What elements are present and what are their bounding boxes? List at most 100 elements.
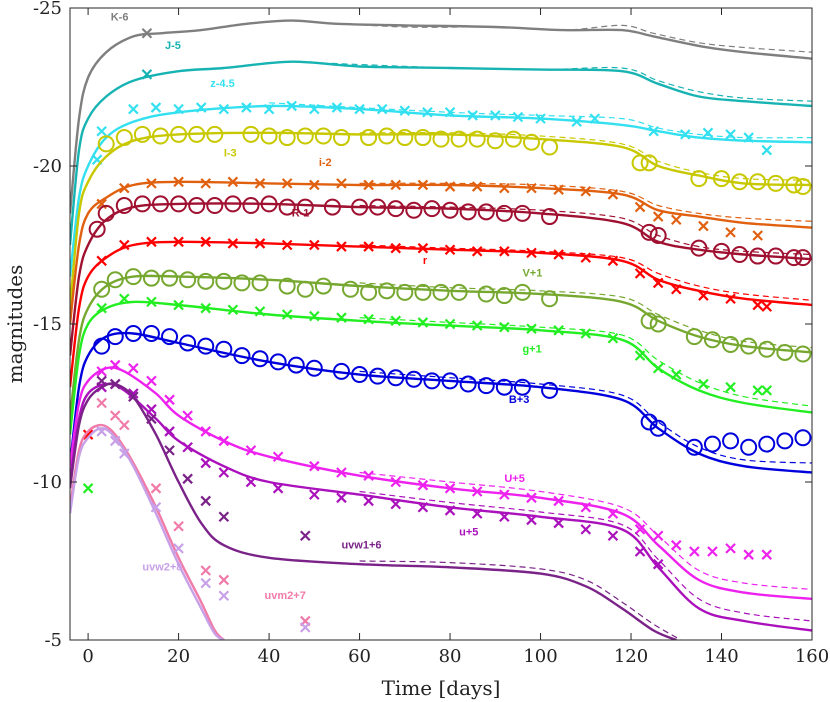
data-point <box>495 378 513 396</box>
series-r-1 <box>70 195 812 356</box>
data-point <box>731 173 749 191</box>
data-point <box>146 375 157 387</box>
data-point <box>173 103 184 115</box>
data-point <box>580 524 592 535</box>
data-point <box>698 220 709 232</box>
data-point <box>323 198 341 216</box>
data-point <box>490 110 501 121</box>
data-point <box>146 413 157 425</box>
data-point <box>390 242 402 254</box>
data-point <box>88 220 106 238</box>
data-point <box>707 546 718 557</box>
data-point <box>96 255 107 267</box>
data-point <box>607 332 619 344</box>
model-dashed-line <box>291 20 812 53</box>
data-point <box>522 133 540 151</box>
data-point <box>495 287 513 305</box>
data-point <box>432 283 450 301</box>
data-point <box>703 435 721 453</box>
data-point <box>133 195 151 213</box>
data-point <box>571 116 583 128</box>
model-line <box>70 382 677 640</box>
data-point <box>513 204 531 222</box>
data-point <box>441 372 459 390</box>
data-point <box>119 239 130 251</box>
data-point <box>218 590 230 602</box>
data-point <box>96 397 107 409</box>
data-point <box>309 103 320 115</box>
data-point <box>417 179 429 191</box>
data-point <box>351 198 369 216</box>
data-point <box>146 296 157 308</box>
data-point <box>141 28 153 39</box>
data-point <box>471 246 483 257</box>
data-point <box>151 195 169 213</box>
model-line <box>70 423 225 640</box>
data-point <box>119 419 130 431</box>
data-point <box>336 312 347 323</box>
series-label-r: r <box>423 255 428 267</box>
data-point <box>378 127 396 145</box>
data-point <box>690 170 708 188</box>
y-tick-label: -25 <box>33 0 62 19</box>
data-point <box>652 211 664 222</box>
data-point <box>499 511 510 523</box>
data-point <box>444 181 456 192</box>
data-point <box>725 227 736 238</box>
data-point <box>109 410 121 421</box>
data-point <box>296 280 314 298</box>
data-point <box>553 325 564 336</box>
x-tick-label: 160 <box>795 646 829 667</box>
data-point <box>459 375 477 393</box>
data-point <box>450 130 468 148</box>
model-dashed-line <box>359 490 812 622</box>
data-point <box>526 247 537 259</box>
data-point <box>405 370 423 388</box>
data-point <box>794 178 812 196</box>
data-point <box>649 419 667 437</box>
data-point <box>722 336 740 354</box>
data-point <box>124 268 142 286</box>
data-point <box>254 178 266 189</box>
data-point <box>499 321 510 333</box>
data-point <box>351 366 369 384</box>
data-point <box>640 154 658 172</box>
data-point <box>378 282 396 300</box>
data-point <box>526 323 537 335</box>
data-point <box>314 277 332 295</box>
data-point <box>634 524 646 535</box>
data-point <box>173 176 184 188</box>
model-dashed-line <box>359 471 812 590</box>
series-v-1 <box>70 268 812 419</box>
data-point <box>749 247 767 265</box>
data-point <box>417 479 429 491</box>
data-point <box>218 511 230 523</box>
data-point <box>97 135 115 153</box>
model-line <box>70 300 812 435</box>
y-tick-label: -20 <box>33 156 62 177</box>
series-label-v-1: V+1 <box>522 268 542 280</box>
data-point <box>173 543 184 554</box>
data-point <box>161 269 179 287</box>
model-dashed-line <box>359 560 682 640</box>
data-point <box>200 236 212 248</box>
data-point <box>218 467 230 478</box>
data-point <box>93 337 111 355</box>
data-point <box>414 129 432 147</box>
data-point <box>173 236 184 248</box>
data-point <box>151 127 169 145</box>
data-point <box>376 103 388 115</box>
data-point <box>513 283 531 301</box>
series-uvm2-7 <box>70 397 311 640</box>
data-point <box>794 249 812 267</box>
data-point <box>215 340 233 358</box>
data-point <box>309 310 320 322</box>
data-point <box>188 125 206 143</box>
x-tick-label: 80 <box>439 646 462 667</box>
data-point <box>200 178 212 189</box>
data-point <box>722 432 740 450</box>
data-point <box>553 249 564 260</box>
data-point <box>499 489 510 500</box>
data-point <box>296 198 314 216</box>
data-point <box>215 272 233 290</box>
